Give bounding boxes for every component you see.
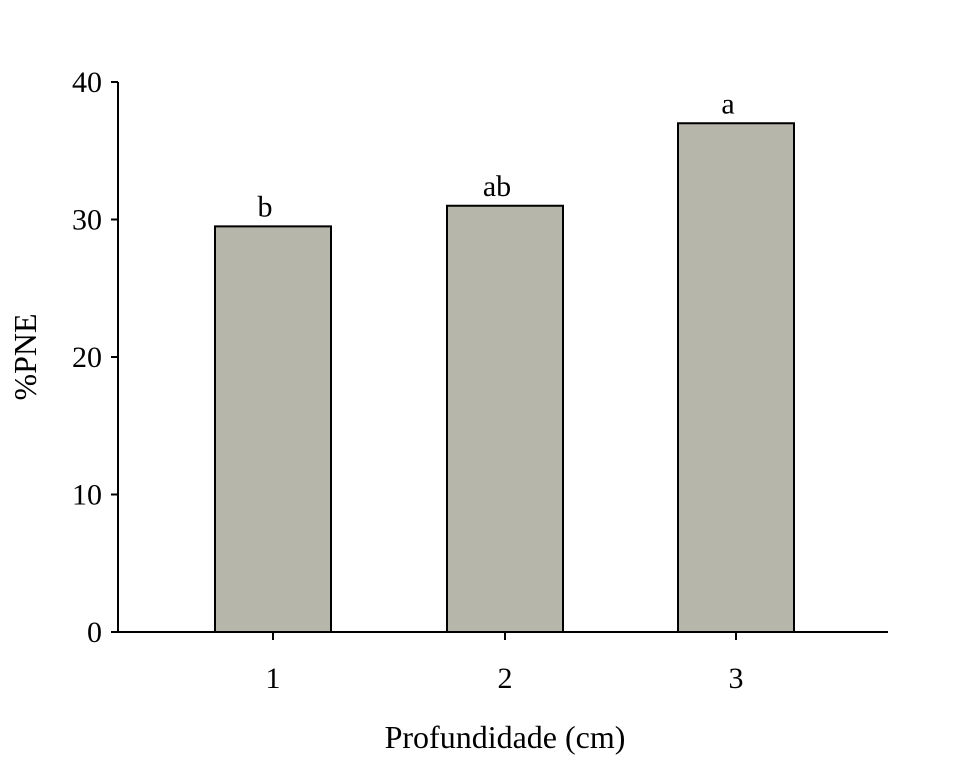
y-axis-title: %PNE (7, 313, 43, 400)
x-axis: 1 2 3 (118, 631, 888, 695)
bar-1 (214, 225, 332, 633)
bars-group (214, 122, 795, 633)
x-tick-label-1: 1 (266, 662, 281, 695)
y-tick-label-30: 30 (72, 204, 102, 237)
y-axis: 0 10 20 30 40 (72, 66, 119, 649)
data-label-2: ab (483, 170, 511, 203)
y-tick-label-10: 10 (72, 479, 102, 512)
x-tick-label-3: 3 (729, 662, 744, 695)
data-label-3: a (721, 87, 734, 120)
bar-3 (677, 122, 795, 633)
y-tick-label-0: 0 (87, 616, 102, 649)
y-tick-label-20: 20 (72, 341, 102, 374)
data-label-1: b (258, 190, 273, 223)
data-labels-group: b ab a (258, 87, 735, 223)
x-axis-title: Profundidade (cm) (385, 719, 626, 755)
y-tick-label-40: 40 (72, 66, 102, 99)
bar-2 (446, 204, 564, 633)
x-tick-label-2: 2 (498, 662, 513, 695)
